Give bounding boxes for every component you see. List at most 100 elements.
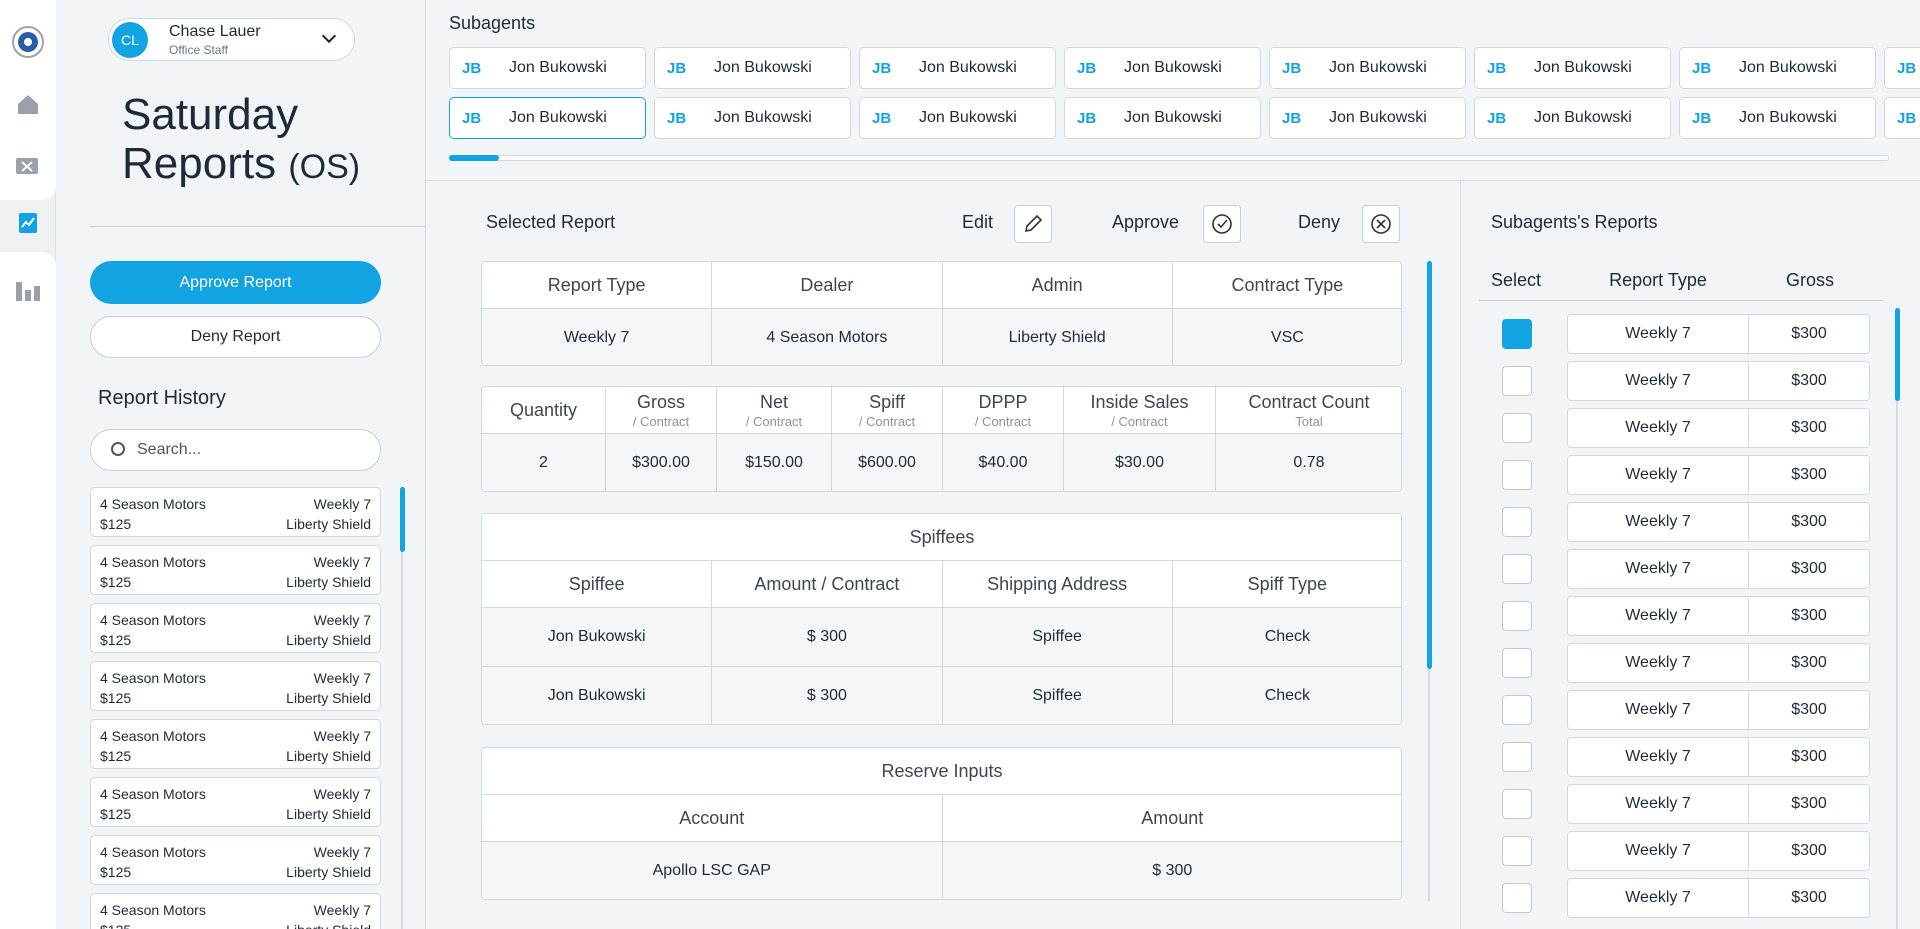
report-type-cell: Weekly 7 (1567, 878, 1749, 918)
history-item[interactable]: 4 Season Motors Weekly 7 $125 Liberty Shiel… (90, 603, 381, 653)
dealer: 4 Season Motors (100, 612, 206, 628)
scroll-thumb (1895, 308, 1900, 401)
selected-report-title: Selected Report (486, 212, 616, 232)
initials: JB (1282, 60, 1302, 77)
header-cell: Report Type (482, 262, 713, 309)
dealer: 4 Season Motors (100, 496, 206, 512)
stats-icon[interactable] (15, 278, 41, 302)
checkbox[interactable] (1502, 836, 1532, 866)
dealer: 4 Season Motors (100, 670, 206, 686)
label: Gross (636, 391, 685, 412)
search-icon (111, 442, 125, 456)
gross-cell: $300 (1748, 408, 1870, 448)
sublabel: / Contract (1111, 413, 1168, 429)
report-type-cell: Weekly 7 (1567, 831, 1749, 871)
checkbox[interactable] (1502, 413, 1532, 443)
rail-bottom (0, 252, 56, 929)
gross-cell: $300 (1748, 690, 1870, 730)
divider (1460, 181, 1461, 929)
report-type-cell: Weekly 7 (1567, 455, 1749, 495)
report-type-cell: Weekly 7 (1567, 408, 1749, 448)
initials: JB (667, 60, 687, 77)
checkbox[interactable] (1502, 883, 1532, 913)
history-item[interactable]: 4 Season Motors Weekly 7 $125 Liberty Shiel… (90, 487, 381, 537)
gross-cell: $300 (1748, 314, 1870, 354)
chevron (321, 28, 337, 44)
checkbox[interactable] (1502, 366, 1532, 396)
scroll-track (401, 487, 403, 929)
checkbox[interactable] (1502, 648, 1532, 678)
gross-cell: $300 (1748, 361, 1870, 401)
icon (1212, 214, 1232, 234)
column-header: Gross (1785, 270, 1835, 290)
scroll-track (1896, 308, 1898, 929)
data-cell: $150.00 (717, 434, 832, 491)
amount: $125 (100, 806, 132, 822)
subagent-chip[interactable]: JB Jon Bukowski (1269, 47, 1466, 89)
name: Jon Bukowski (919, 59, 1017, 76)
header-cell: Dealer (712, 262, 943, 309)
initials: JB (872, 110, 892, 127)
amount: $125 (100, 690, 132, 706)
data-cell: $30.00 (1064, 434, 1216, 491)
initials: JB (1897, 110, 1917, 127)
name: Jon Bukowski (1329, 109, 1427, 126)
checkbox[interactable] (1502, 789, 1532, 819)
report-type-cell: Weekly 7 (1567, 314, 1749, 354)
search-placeholder: Search... (137, 441, 202, 458)
spiffees-table: Spiffees Spiffee Amount / Contract Shipping… (481, 513, 1402, 725)
reports-icon[interactable] (18, 212, 38, 234)
user-role: Office Staff (169, 43, 228, 57)
deny-button[interactable] (1362, 205, 1400, 243)
checkbox[interactable] (1502, 460, 1532, 490)
sublabel: / Contract (632, 413, 690, 429)
search[interactable]: Search... (90, 429, 381, 471)
name: Jon Bukowski (714, 109, 812, 126)
checkbox[interactable] (1502, 319, 1532, 349)
history-item[interactable]: 4 Season Motors Weekly 7 $125 Liberty Shiel… (90, 719, 381, 769)
initials: JB (1692, 110, 1712, 127)
name: Jon Bukowski (1534, 109, 1632, 126)
tools-icon[interactable] (15, 156, 41, 178)
history-item[interactable]: 4 Season Motors Weekly 7 $125 Liberty Shiel… (90, 893, 381, 929)
deny-report-button[interactable]: Deny Report (90, 316, 381, 358)
checkbox[interactable] (1502, 601, 1532, 631)
amount: $125 (100, 632, 132, 648)
history-item[interactable]: 4 Season Motors Weekly 7 $125 Liberty Shiel… (90, 835, 381, 885)
history-item[interactable]: 4 Season Motors Weekly 7 $125 Liberty Shiel… (90, 545, 381, 595)
edit-button[interactable] (1014, 205, 1052, 243)
header-cell: Gross / Contract (606, 387, 717, 434)
approve-button[interactable] (1203, 205, 1241, 243)
checkbox[interactable] (1502, 695, 1532, 725)
dealer: 4 Season Motors (100, 786, 206, 802)
name: Jon Bukowski (1329, 59, 1427, 76)
checkbox[interactable] (1502, 507, 1532, 537)
gross-cell: $300 (1748, 502, 1870, 542)
history-item[interactable]: 4 Season Motors Weekly 7 $125 Liberty Shiel… (90, 777, 381, 827)
header-cell: Shipping Address (942, 561, 1173, 608)
divider (90, 226, 425, 227)
user-menu[interactable]: CL Chase Lauer Office Staff (108, 18, 355, 61)
scroll-thumb (449, 155, 499, 161)
checkbox[interactable] (1502, 742, 1532, 772)
approve-report-button[interactable]: Approve Report (90, 261, 381, 304)
checkbox[interactable] (1502, 554, 1532, 584)
header-cell: Amount / Contract (712, 561, 943, 608)
history-item[interactable]: 4 Season Motors Weekly 7 $125 Liberty Shiel… (90, 661, 381, 711)
home-icon[interactable] (16, 93, 40, 115)
